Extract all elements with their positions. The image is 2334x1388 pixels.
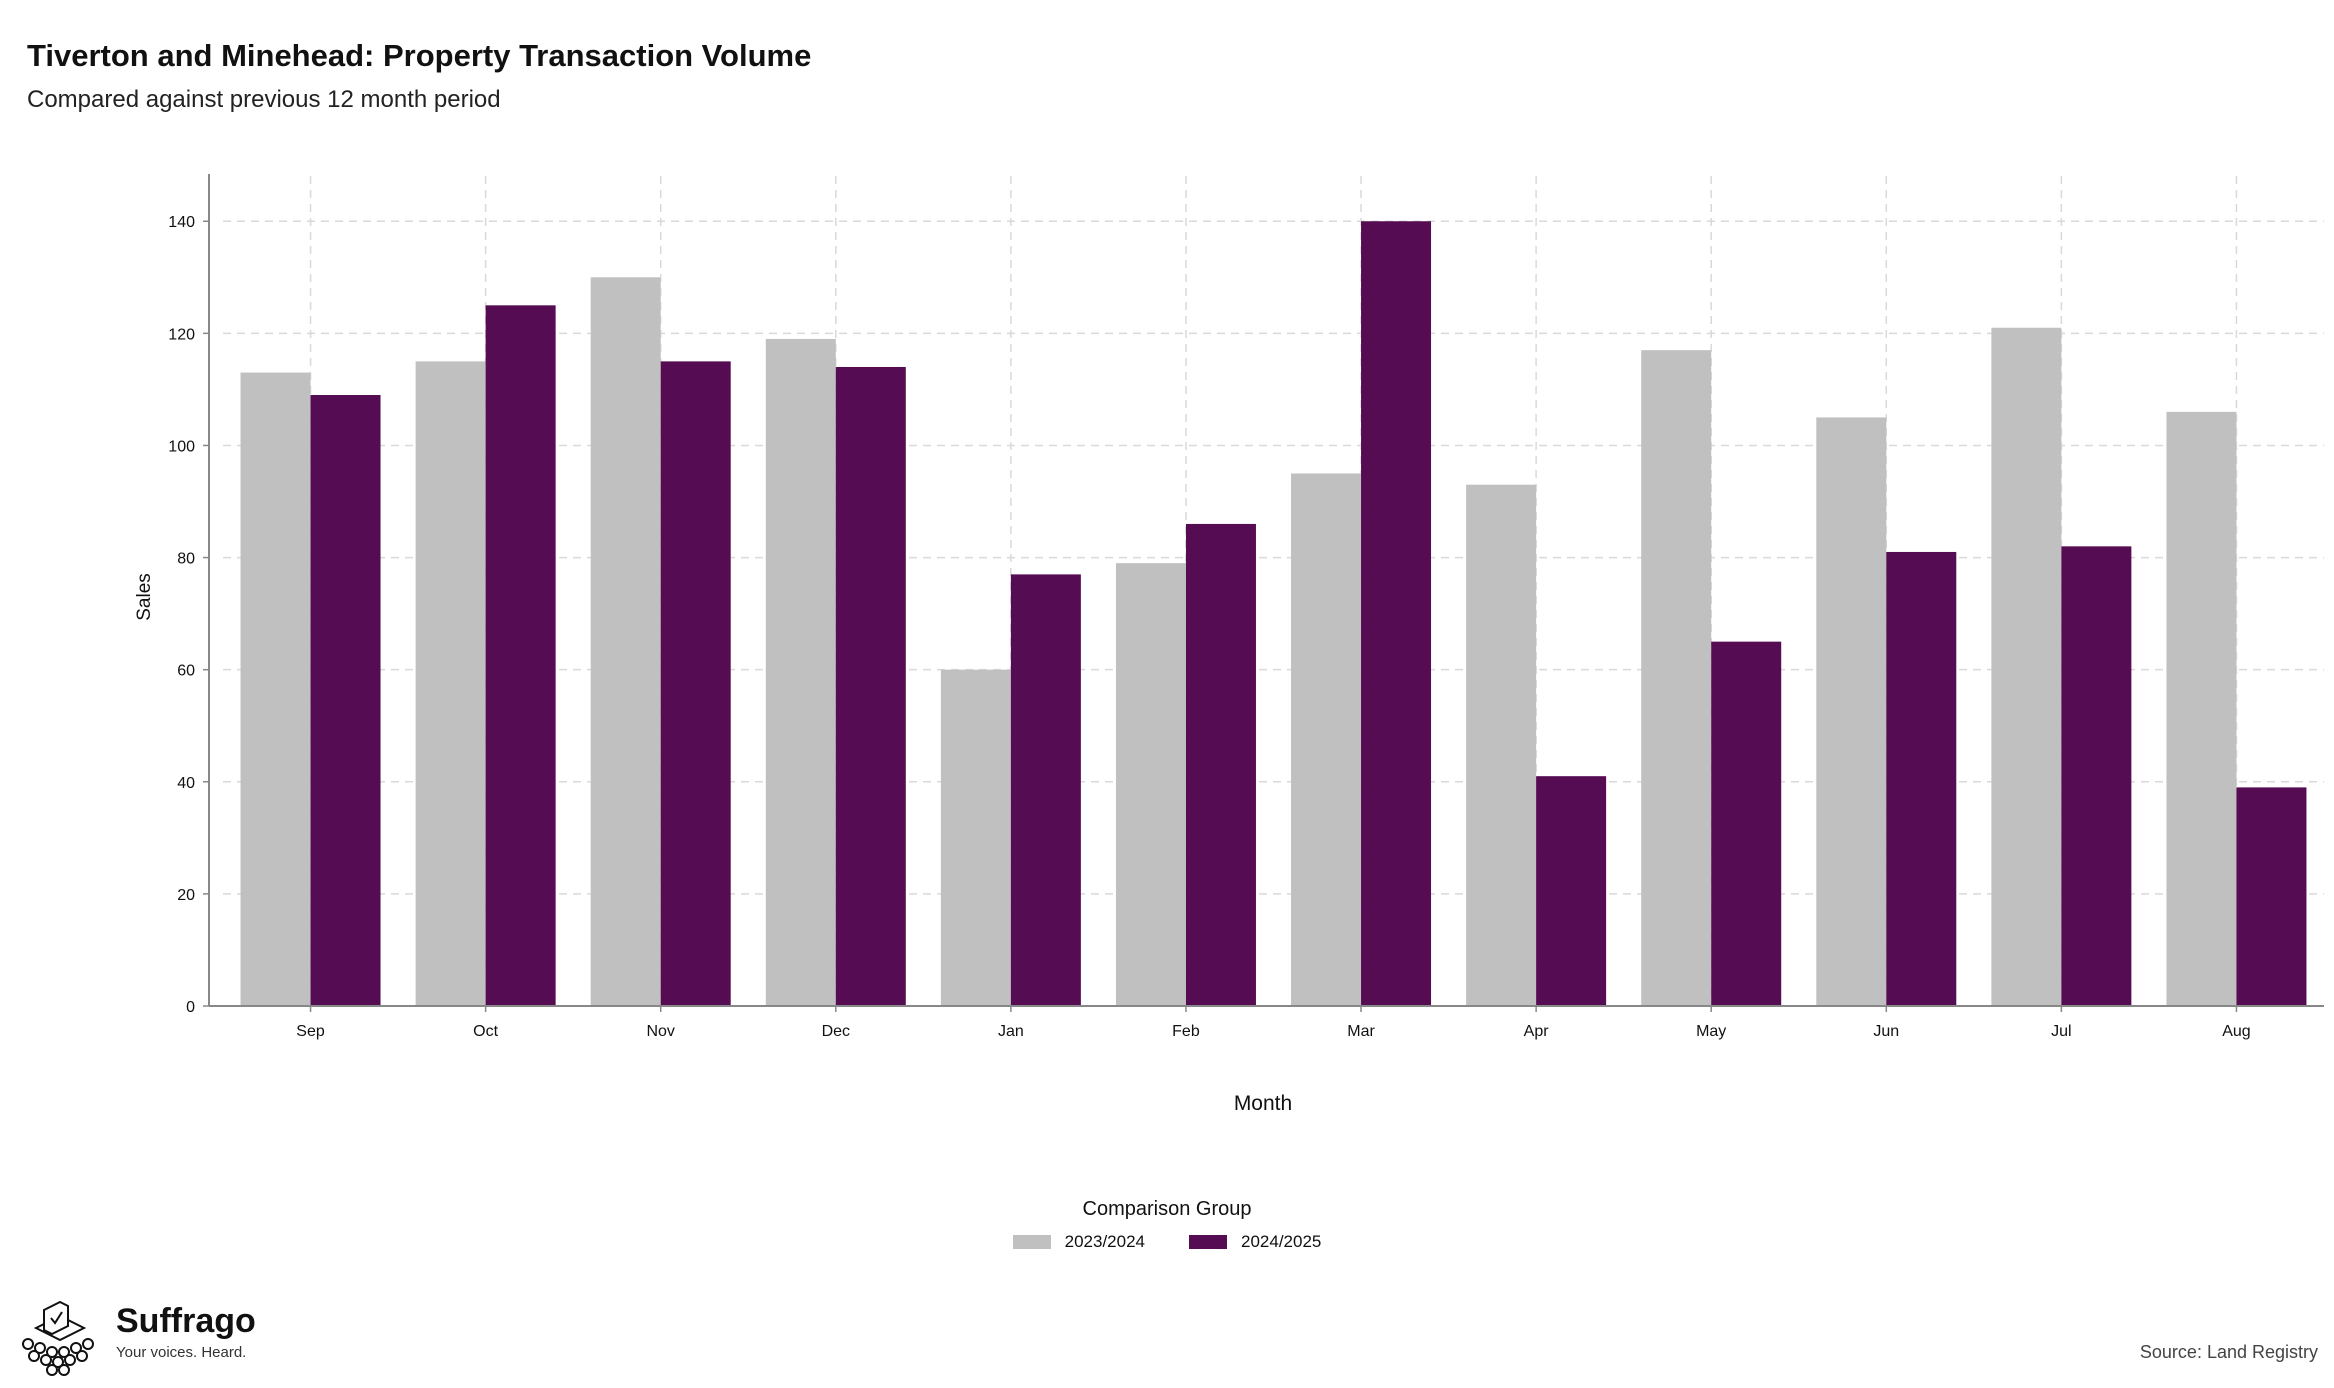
bar-2023-2024-oct	[415, 361, 486, 1006]
x-tick-label: May	[1696, 1023, 1726, 1040]
bar-2024-2025-sep	[310, 395, 381, 1006]
x-tick-label: Sep	[296, 1023, 325, 1040]
source-note: Source: Land Registry	[2139, 1342, 2318, 1362]
x-tick-label: Jul	[2051, 1023, 2071, 1040]
x-tick-label: Jun	[1873, 1023, 1899, 1040]
y-tick-label: 40	[177, 775, 195, 792]
legend-swatch-2023	[1012, 1235, 1051, 1249]
chart-subtitle: Compared against previous 12 month perio…	[27, 86, 501, 113]
bar-2023-2024-nov	[590, 277, 661, 1007]
x-tick-label: Feb	[1172, 1023, 1200, 1040]
legend-swatch-2024	[1189, 1235, 1227, 1249]
bar-2024-2025-dec	[835, 366, 906, 1006]
brand-tagline: Your voices. Heard.	[116, 1344, 247, 1361]
bar-chart: 0 20 40 60 80 100 120 140 Sep Oct Nov Dec Jan Feb Mar A…	[134, 174, 2324, 1115]
bars	[240, 221, 2307, 1007]
bar-2023-2024-aug	[2166, 411, 2237, 1006]
bar-2024-2025-apr	[1536, 776, 1607, 1006]
bar-2023-2024-may	[1641, 350, 1712, 1006]
y-axis-label: Sales	[134, 573, 155, 621]
legend-item-2024: 2024/2025	[1189, 1232, 1321, 1252]
y-tick-label: 120	[168, 326, 195, 343]
y-tick-label: 0	[186, 999, 195, 1016]
x-tick-label: Apr	[1524, 1023, 1550, 1040]
y-tick-label: 60	[177, 663, 195, 680]
bar-2024-2025-may	[1711, 641, 1782, 1006]
bar-2024-2025-feb	[1185, 523, 1256, 1006]
bar-2023-2024-feb	[1115, 563, 1186, 1006]
bar-2024-2025-mar	[1361, 221, 1432, 1006]
bar-2023-2024-apr	[1466, 484, 1537, 1007]
bar-2024-2025-nov	[660, 361, 731, 1006]
x-tick-label: Aug	[2222, 1023, 2250, 1040]
axes: 0 20 40 60 80 100 120 140 Sep Oct Nov Dec Jan Feb Mar A…	[168, 174, 2324, 1040]
x-axis-label: Month	[1234, 1092, 1292, 1115]
bar-2024-2025-oct	[485, 305, 556, 1007]
bar-2023-2024-jun	[1816, 417, 1887, 1006]
bar-2023-2024-sep	[240, 372, 311, 1006]
y-tick-label: 100	[168, 438, 195, 455]
bar-2023-2024-jan	[940, 669, 1011, 1006]
legend-title: Comparison Group	[1082, 1198, 1252, 1220]
bar-2023-2024-mar	[1291, 473, 1362, 1006]
bar-2023-2024-dec	[765, 338, 836, 1006]
legend-label-2023: 2023/2024	[1064, 1232, 1145, 1251]
y-tick-label: 20	[177, 887, 195, 904]
brand-name: Suffrago	[116, 1302, 256, 1340]
legend-item-2023: 2023/2024	[1012, 1232, 1145, 1252]
legend-label-2024: 2024/2025	[1241, 1232, 1322, 1251]
x-tick-label: Nov	[646, 1023, 674, 1040]
bar-2023-2024-jul	[1991, 327, 2062, 1007]
bar-2024-2025-jun	[1886, 551, 1957, 1006]
x-tick-label: Mar	[1347, 1023, 1375, 1040]
bar-2024-2025-aug	[2236, 787, 2307, 1006]
ballot-box-icon	[22, 1300, 94, 1376]
x-tick-label: Oct	[473, 1023, 498, 1040]
y-tick-label: 80	[177, 551, 195, 568]
chart-title: Tiverton and Minehead: Property Transact…	[27, 38, 812, 73]
x-tick-label: Dec	[822, 1023, 850, 1040]
legend: 2023/2024 2024/2025	[0, 1232, 2334, 1252]
bar-2024-2025-jul	[2061, 546, 2132, 1006]
bar-2024-2025-jan	[1010, 574, 1081, 1006]
x-tick-label: Jan	[998, 1023, 1024, 1040]
y-tick-label: 140	[168, 214, 195, 231]
brand-logo: Suffrago Your voices. Heard.	[14, 1298, 256, 1378]
